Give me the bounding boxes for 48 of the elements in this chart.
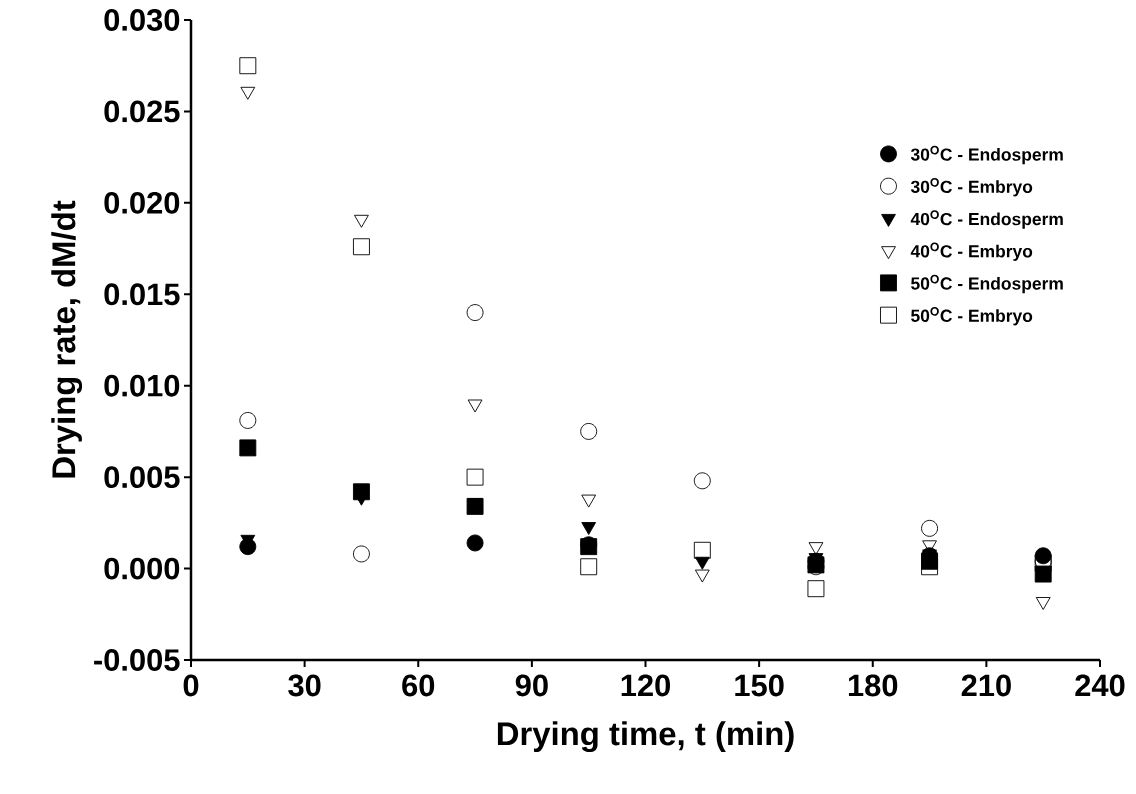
x-tick-label: 120 [621, 674, 670, 697]
point [352, 545, 370, 563]
point [354, 214, 369, 228]
point [694, 569, 710, 583]
x-tick-label: 240 [1075, 674, 1125, 697]
y-tick-label: 0.005 [104, 466, 180, 489]
legend-label: 30$^{O}$C - Embryo [910, 178, 1033, 197]
legend-label: 50$^{O}$C - Endosperm [911, 274, 1063, 294]
point [466, 534, 484, 552]
point [581, 522, 597, 535]
point [352, 238, 370, 256]
x-tick-label: 90 [515, 674, 548, 697]
point [807, 580, 825, 598]
x-tick-label: 0 [183, 674, 199, 697]
y-axis-title: Drying rate, dM/dt [51, 200, 83, 478]
x-axis-title: Drying time, t (min) [497, 721, 794, 753]
y-tick-label: 0.000 [104, 557, 180, 580]
point [239, 412, 257, 429]
y-tick-label: 0.020 [104, 191, 180, 214]
point [580, 422, 598, 440]
x-tick-label: 30 [288, 674, 321, 697]
point [467, 399, 483, 413]
point [580, 558, 598, 576]
point [239, 57, 257, 75]
point [693, 472, 711, 490]
y-tick-label: 0.010 [104, 374, 180, 397]
y-tick-label: -0.005 [94, 649, 180, 671]
point [693, 541, 711, 559]
legend-label: 40$^{O}$C - Endosperm [910, 210, 1063, 229]
legend-label: 40$^{O}$C - Embryo [910, 242, 1033, 261]
point [1035, 597, 1051, 610]
point [466, 468, 484, 486]
point [240, 86, 256, 100]
point [921, 558, 939, 576]
point [581, 494, 597, 508]
point [921, 519, 939, 537]
point [239, 439, 257, 457]
x-tick-label: 180 [848, 674, 898, 697]
point [466, 304, 484, 322]
y-tick-label: 0.015 [104, 283, 180, 306]
legend-label: 30$^{O}$C - Endosperm [910, 145, 1063, 165]
x-tick-label: 150 [735, 674, 784, 697]
y-tick-label: 0.025 [104, 100, 180, 123]
x-tick-label: 210 [961, 674, 1011, 697]
point [352, 483, 370, 501]
y-tick-label: 0.030 [104, 9, 180, 31]
legend-label: 50$^{O}$C - Embryo [911, 307, 1033, 326]
x-tick-label: 60 [402, 674, 435, 697]
